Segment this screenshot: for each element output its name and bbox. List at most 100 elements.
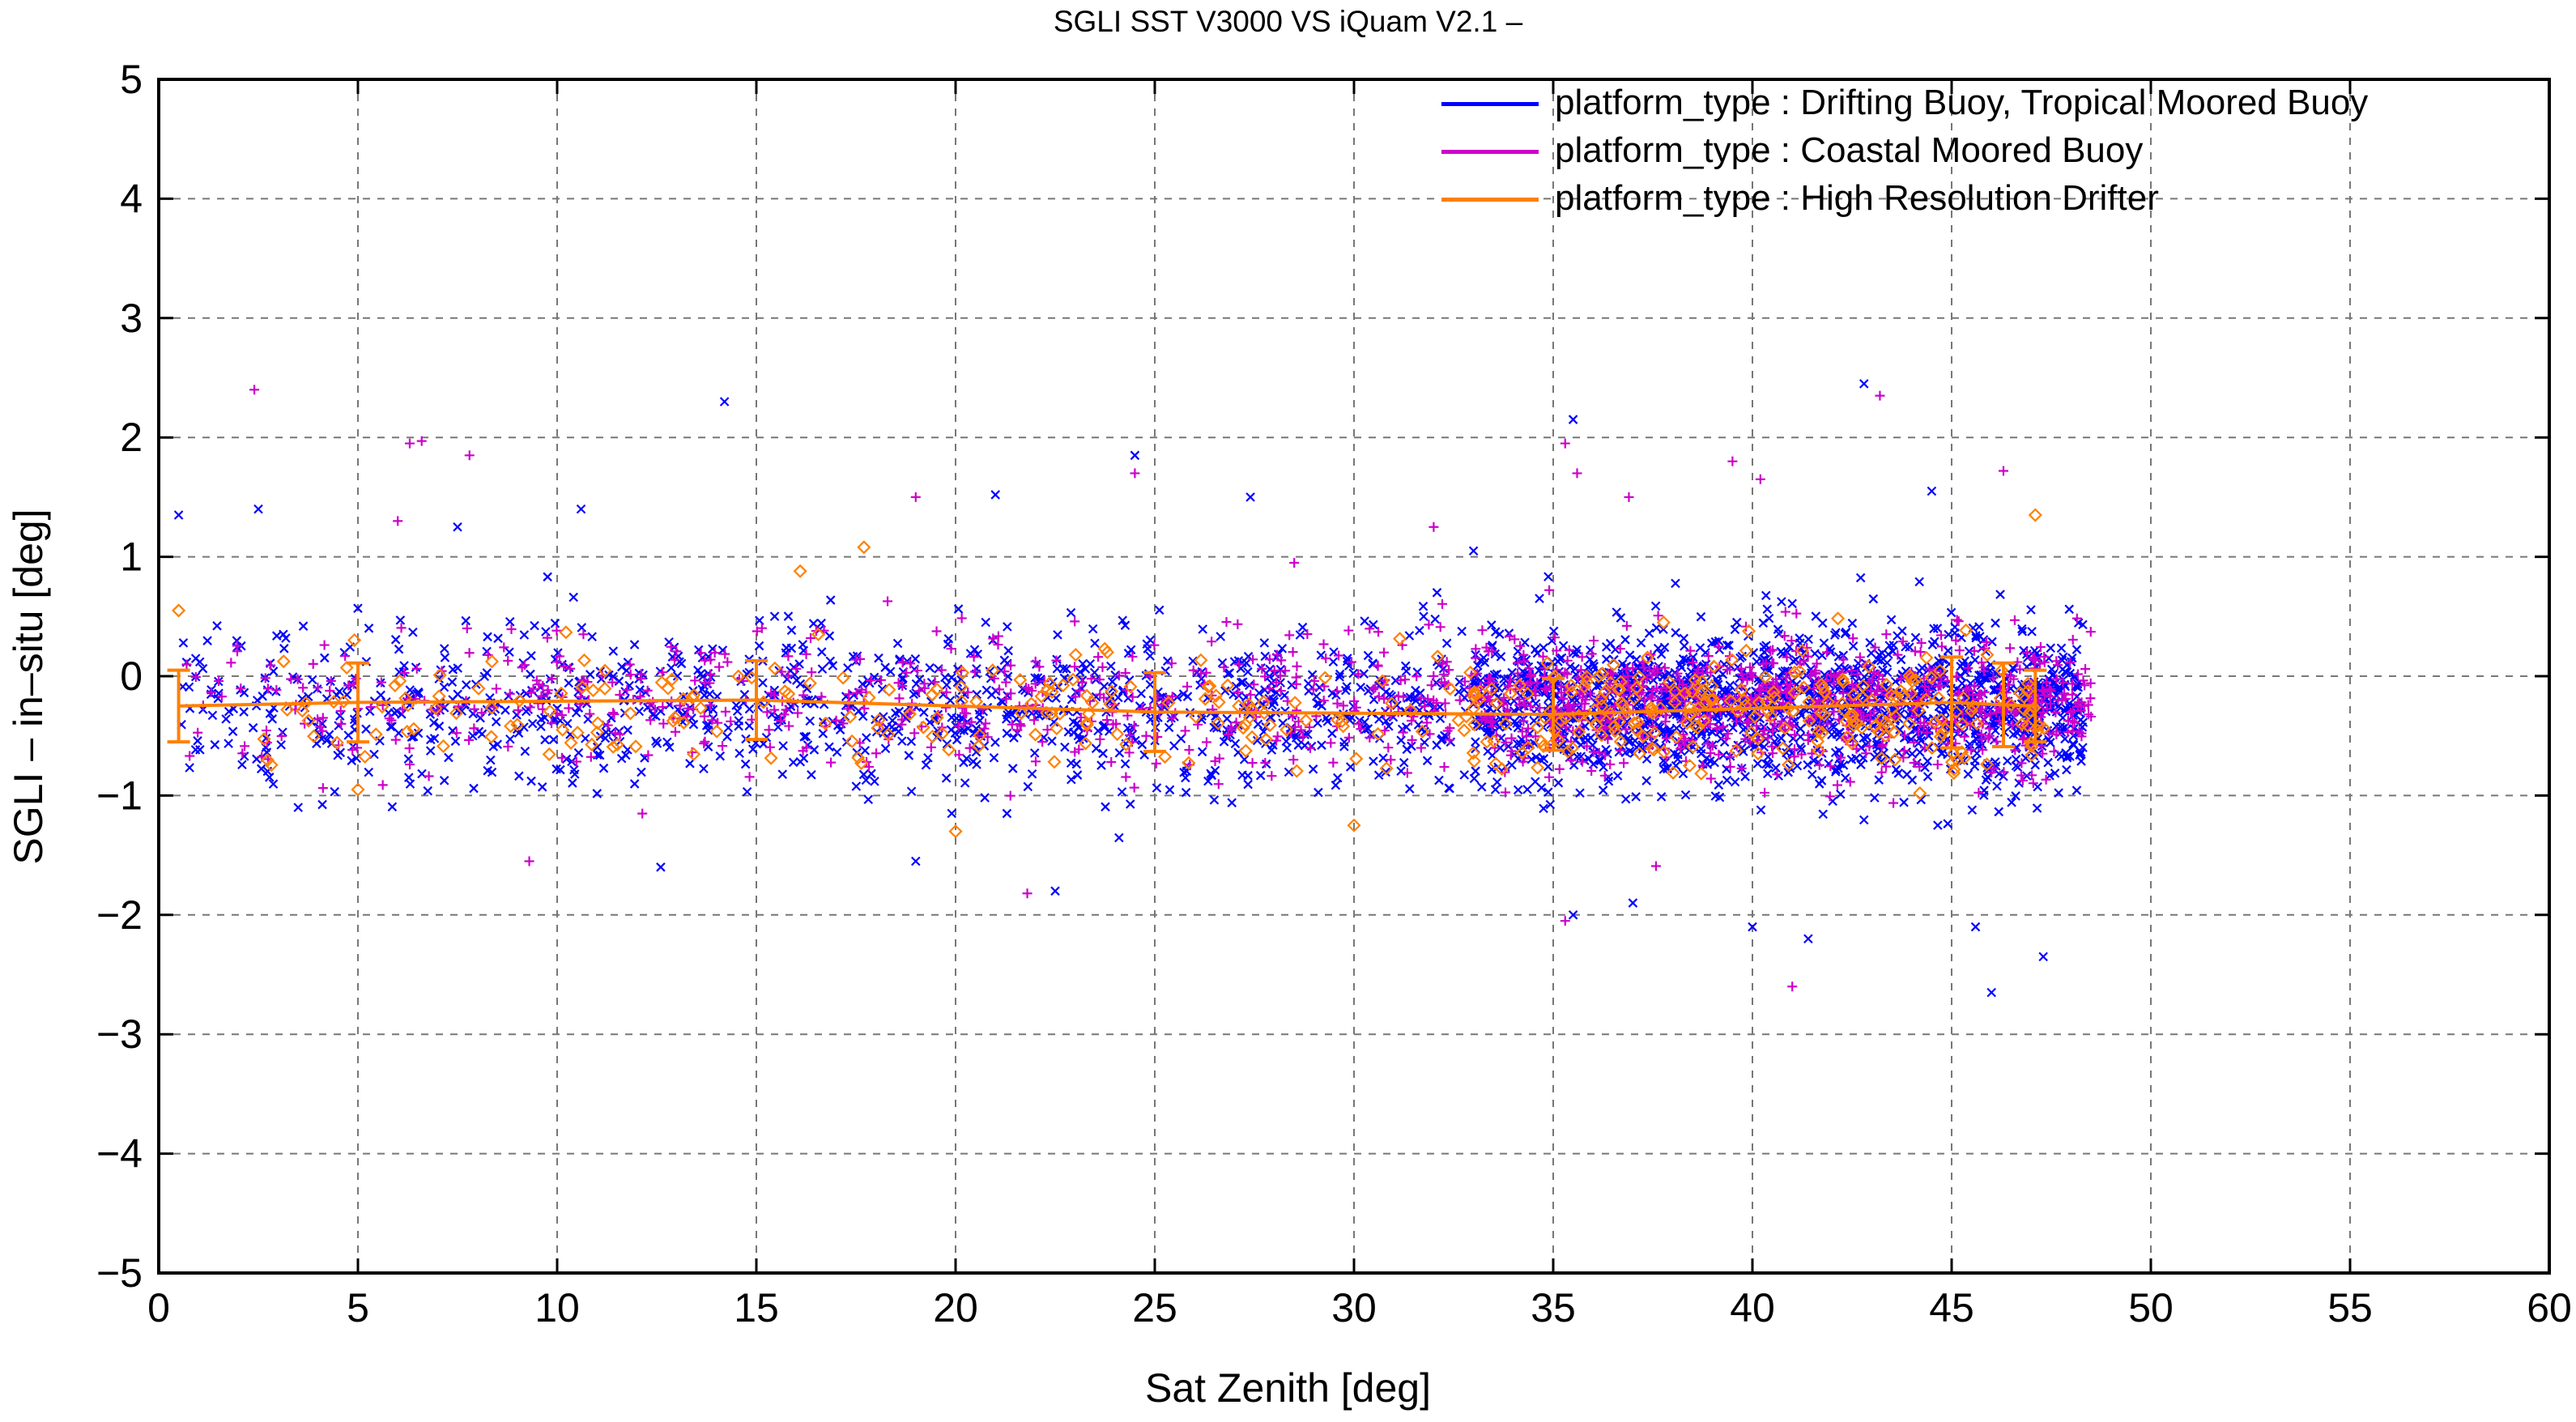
point-plus [1075, 713, 1086, 723]
point-x [281, 633, 291, 643]
point-plus [1271, 735, 1281, 746]
legend-swatch-magenta [1441, 150, 1539, 154]
point-x [1378, 753, 1388, 763]
point-plus [649, 705, 660, 715]
point-x [1243, 779, 1253, 790]
point-plus [1953, 616, 1964, 627]
point-x [2064, 604, 2074, 615]
point-diamond [2015, 717, 2029, 731]
point-x [2032, 803, 2042, 813]
point-x [376, 690, 385, 700]
point-plus [1030, 756, 1041, 767]
point-diamond [1969, 717, 1984, 731]
point-plus [2027, 770, 2037, 781]
point-x [553, 688, 564, 698]
point-x [453, 689, 462, 700]
point-plus [1042, 725, 1053, 735]
point-plus [1550, 632, 1561, 643]
point-plus [1810, 665, 1820, 675]
point-diamond [1682, 758, 1697, 773]
point-x [816, 647, 827, 657]
point-diamond [1079, 716, 1094, 730]
point-diamond [1913, 786, 1927, 801]
point-x [1633, 663, 1643, 673]
point-plus [705, 700, 715, 710]
point-plus [1821, 647, 1832, 658]
point-x [2058, 664, 2067, 675]
point-diamond [1911, 703, 1926, 717]
point-plus [249, 385, 260, 395]
point-x [1145, 651, 1155, 661]
point-plus [2067, 634, 2078, 645]
point-plus [1487, 646, 1497, 657]
point-plus [1731, 716, 1742, 726]
point-x [1847, 618, 1858, 628]
point-diamond [1955, 717, 1969, 731]
point-x [1384, 721, 1394, 731]
point-diamond [1220, 678, 1235, 692]
point-plus [1556, 688, 1566, 698]
point-x [635, 684, 645, 695]
point-x [595, 731, 606, 741]
legend: platform_type : Drifting Buoy, Tropical … [1437, 79, 2490, 223]
point-x [392, 706, 402, 717]
point-plus [556, 710, 567, 721]
point-plus [793, 708, 803, 718]
point-x [1125, 799, 1135, 809]
point-x [1829, 630, 1840, 640]
point-x [2046, 643, 2056, 654]
point-x [570, 769, 580, 779]
point-diamond [2020, 676, 2035, 691]
point-x [1574, 730, 1584, 740]
point-plus [1365, 624, 1375, 634]
point-plus [336, 718, 347, 729]
point-plus [1867, 675, 1877, 685]
point-plus [670, 726, 680, 737]
point-diamond [1787, 685, 1802, 700]
point-x [858, 769, 869, 780]
point-diamond [1040, 705, 1054, 720]
point-plus [1896, 674, 1906, 684]
point-plus [1688, 658, 1698, 668]
point-x [440, 653, 450, 662]
point-x [1495, 743, 1505, 753]
point-diamond [1748, 709, 1762, 724]
point-diamond [1739, 643, 1753, 658]
point-x [178, 638, 189, 648]
point-diamond [628, 739, 643, 754]
point-plus [1271, 677, 1281, 688]
point-plus [1621, 620, 1632, 631]
point-x [1710, 791, 1721, 801]
point-plus [1484, 674, 1494, 684]
point-diamond [1047, 755, 1062, 769]
point-plus [1260, 671, 1271, 682]
point-plus [1480, 696, 1491, 706]
point-plus [1881, 629, 1892, 640]
point-x [1085, 658, 1096, 669]
point-x [1688, 730, 1698, 741]
point-plus [1705, 748, 1716, 759]
point-plus [1001, 694, 1011, 705]
point-x [1526, 754, 1537, 764]
point-plus [1952, 726, 1963, 736]
point-x [791, 675, 802, 685]
point-x [1761, 759, 1771, 769]
point-plus [1786, 636, 1797, 646]
point-plus [554, 651, 564, 662]
point-plus [1006, 688, 1016, 699]
point-x [1963, 769, 1974, 779]
point-plus [2017, 734, 2028, 745]
point-diamond [2028, 508, 2042, 522]
point-diamond [1947, 762, 1961, 777]
point-x [228, 726, 238, 737]
point-x [568, 592, 578, 602]
point-x [795, 756, 806, 767]
point-x [1396, 735, 1406, 745]
point-plus [926, 742, 936, 752]
point-x [1254, 688, 1264, 698]
point-plus [931, 626, 942, 636]
point-plus [1898, 752, 1909, 763]
point-x [425, 746, 436, 756]
point-diamond [854, 756, 869, 770]
